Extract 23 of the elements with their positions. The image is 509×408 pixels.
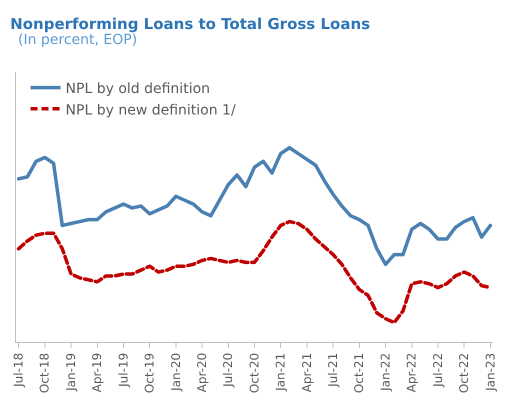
x-tick-label: Oct-18 bbox=[38, 352, 52, 394]
x-tick-label: Apr-22 bbox=[404, 352, 419, 392]
chart-title: Nonperforming Loans to Total Gross Loans bbox=[10, 14, 370, 33]
chart-subtitle: (In percent, EOP) bbox=[18, 32, 138, 48]
x-tick-label: Jul-21 bbox=[326, 352, 340, 388]
x-tick-label: Jan-22 bbox=[378, 352, 392, 392]
x-tick-label: Oct-20 bbox=[247, 352, 262, 394]
x-tick-label: Apr-21 bbox=[300, 352, 314, 392]
legend-label: NPL by old definition bbox=[66, 81, 210, 98]
x-tick-label: Jul-20 bbox=[221, 352, 236, 388]
x-tick-label: Jan-21 bbox=[274, 352, 288, 392]
x-tick-label: Oct-19 bbox=[142, 352, 157, 394]
x-tick-label: Apr-20 bbox=[194, 352, 209, 392]
legend-label: NPL by new definition 1/ bbox=[66, 102, 236, 118]
x-tick-label: Jan-20 bbox=[168, 352, 183, 392]
x-tick-label: Jul-22 bbox=[430, 352, 445, 388]
x-tick-label: Jan-23 bbox=[483, 352, 498, 392]
x-tick-label: Jan-19 bbox=[64, 352, 78, 392]
x-tick-label: Apr-19 bbox=[90, 352, 104, 392]
x-tick-label: Jul-19 bbox=[116, 352, 130, 388]
x-tick-label: Oct-22 bbox=[457, 352, 472, 394]
x-tick-label: Oct-21 bbox=[352, 352, 366, 394]
x-tick-label: Jul-18 bbox=[12, 352, 26, 388]
